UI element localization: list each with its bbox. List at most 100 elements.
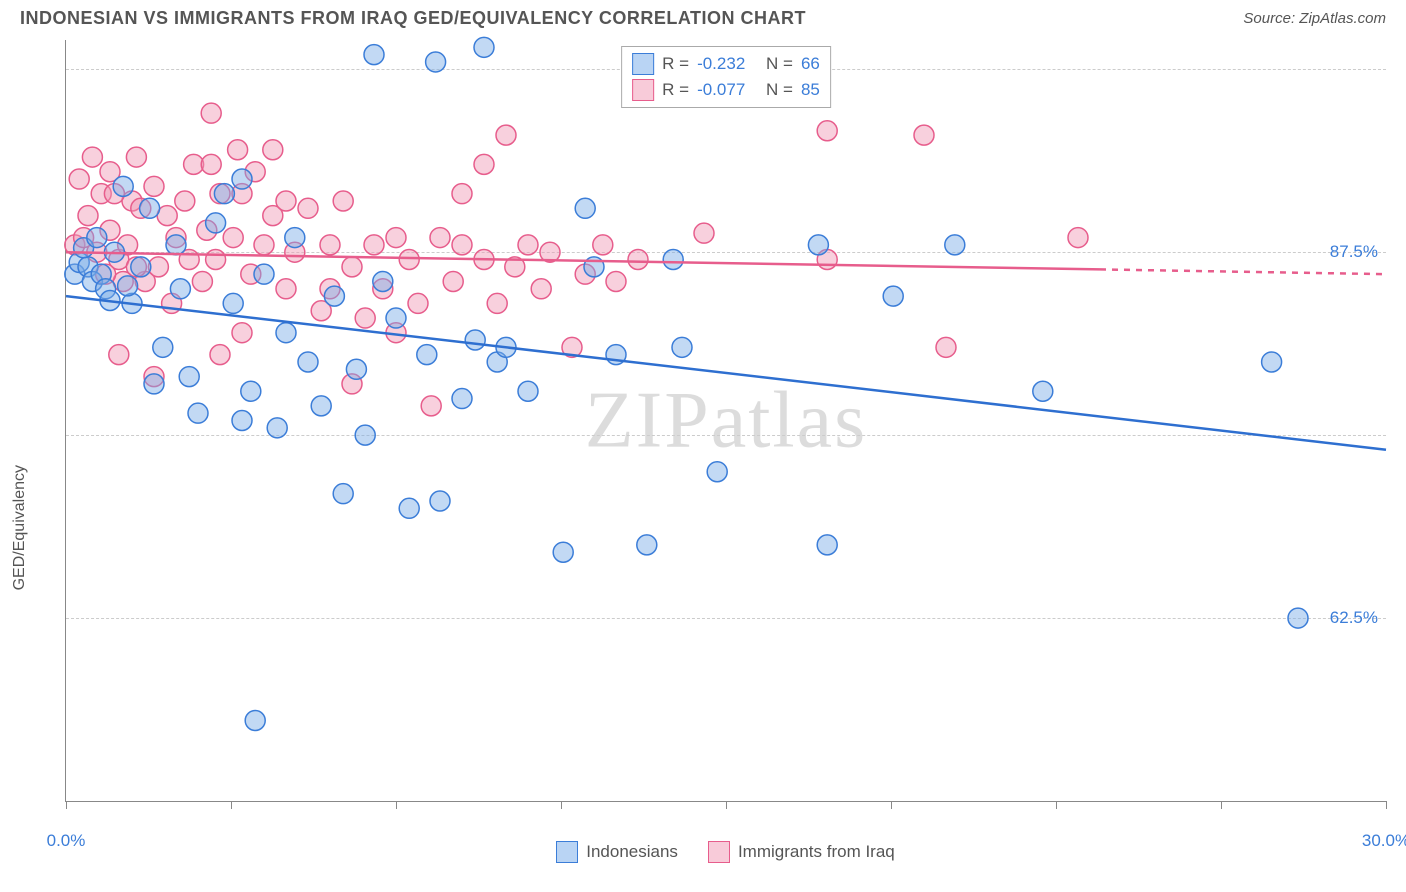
data-point — [324, 286, 344, 306]
data-point — [593, 235, 613, 255]
data-point — [144, 374, 164, 394]
legend-row-b: R = -0.077 N = 85 — [632, 77, 820, 103]
data-point — [223, 228, 243, 248]
data-point — [430, 491, 450, 511]
data-point — [263, 140, 283, 160]
data-point — [628, 250, 648, 270]
data-point — [241, 381, 261, 401]
data-point — [817, 121, 837, 141]
data-point — [408, 293, 428, 313]
data-point — [113, 176, 133, 196]
data-point — [452, 389, 472, 409]
x-tick — [1056, 801, 1057, 809]
data-point — [109, 345, 129, 365]
data-point — [883, 286, 903, 306]
chart-title: INDONESIAN VS IMMIGRANTS FROM IRAQ GED/E… — [20, 8, 806, 29]
data-point — [1288, 608, 1308, 628]
source-attribution: Source: ZipAtlas.com — [1243, 10, 1386, 27]
data-point — [232, 323, 252, 343]
data-point — [298, 198, 318, 218]
plot-area: ZIPatlas 62.5%87.5% R = -0.232 N = 66 R … — [65, 40, 1386, 802]
data-point — [320, 235, 340, 255]
data-point — [188, 403, 208, 423]
data-point — [399, 498, 419, 518]
source-prefix: Source: — [1243, 10, 1299, 27]
chart-container: GED/Equivalency ZIPatlas 62.5%87.5% R = … — [20, 40, 1386, 872]
r-label: R = — [662, 54, 689, 74]
data-point — [126, 147, 146, 167]
legend-row-a: R = -0.232 N = 66 — [632, 51, 820, 77]
data-point — [342, 257, 362, 277]
data-point — [808, 235, 828, 255]
data-point — [276, 323, 296, 343]
data-point — [575, 198, 595, 218]
data-point — [474, 37, 494, 57]
data-point — [355, 308, 375, 328]
data-point — [487, 293, 507, 313]
x-tick — [561, 801, 562, 809]
data-point — [914, 125, 934, 145]
data-point — [87, 228, 107, 248]
data-point — [333, 484, 353, 504]
data-point — [210, 345, 230, 365]
legend-item-a: Indonesians — [556, 841, 678, 863]
data-point — [254, 264, 274, 284]
data-point — [417, 345, 437, 365]
legend-item-b: Immigrants from Iraq — [708, 841, 895, 863]
series-a-n-value: 66 — [801, 54, 820, 74]
data-point — [118, 276, 138, 296]
data-point — [474, 154, 494, 174]
series-a-r-value: -0.232 — [697, 54, 745, 74]
data-point — [426, 52, 446, 72]
data-point — [672, 337, 692, 357]
series-legend: Indonesians Immigrants from Iraq — [65, 832, 1386, 872]
swatch-pink-icon — [708, 841, 730, 863]
series-a-label: Indonesians — [586, 842, 678, 862]
data-point — [373, 271, 393, 291]
data-point — [228, 140, 248, 160]
x-tick — [891, 801, 892, 809]
data-point — [223, 293, 243, 313]
data-point — [355, 425, 375, 445]
data-point — [430, 228, 450, 248]
trend-line-extrapolated — [1100, 269, 1386, 274]
data-point — [245, 711, 265, 731]
data-point — [465, 330, 485, 350]
data-point — [254, 235, 274, 255]
data-point — [364, 45, 384, 65]
r-label: R = — [662, 80, 689, 100]
data-point — [153, 337, 173, 357]
data-point — [285, 228, 305, 248]
swatch-pink-icon — [632, 79, 654, 101]
data-point — [1262, 352, 1282, 372]
x-tick — [1221, 801, 1222, 809]
data-point — [232, 169, 252, 189]
data-point — [166, 235, 186, 255]
data-point — [298, 352, 318, 372]
x-tick — [726, 801, 727, 809]
data-point — [192, 271, 212, 291]
data-point — [452, 235, 472, 255]
data-point — [443, 271, 463, 291]
data-point — [707, 462, 727, 482]
x-tick — [1386, 801, 1387, 809]
data-point — [518, 381, 538, 401]
data-point — [1068, 228, 1088, 248]
correlation-legend: R = -0.232 N = 66 R = -0.077 N = 85 — [621, 46, 831, 108]
data-point — [78, 206, 98, 226]
data-point — [276, 191, 296, 211]
data-point — [936, 337, 956, 357]
data-point — [386, 228, 406, 248]
data-point — [206, 213, 226, 233]
x-tick — [231, 801, 232, 809]
swatch-blue-icon — [556, 841, 578, 863]
x-tick — [396, 801, 397, 809]
data-point — [201, 103, 221, 123]
data-point — [452, 184, 472, 204]
source-link[interactable]: ZipAtlas.com — [1299, 10, 1386, 27]
data-point — [606, 271, 626, 291]
swatch-blue-icon — [632, 53, 654, 75]
data-point — [175, 191, 195, 211]
data-point — [69, 169, 89, 189]
data-point — [232, 411, 252, 431]
